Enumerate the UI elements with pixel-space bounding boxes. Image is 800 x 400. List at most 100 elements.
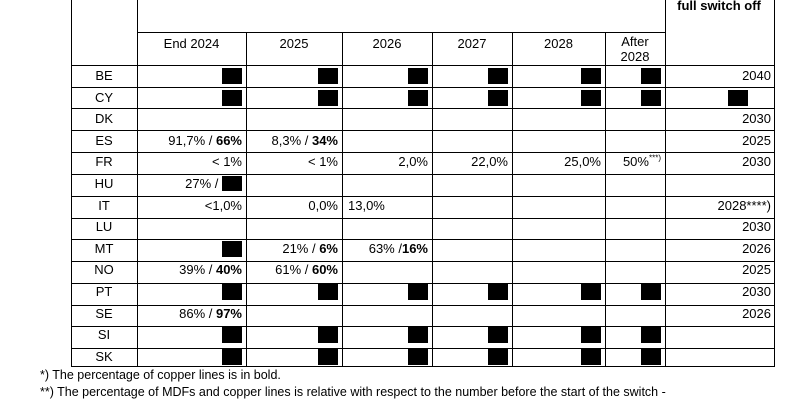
redacted-block (641, 349, 661, 365)
redacted-block (641, 327, 661, 343)
row-code: MT (94, 241, 114, 256)
switch-off-year: 2028****) (717, 198, 772, 213)
row-code: SK (95, 349, 113, 364)
table-cell: 8,3% / 34% (271, 133, 339, 148)
grid-vline (342, 32, 343, 366)
redacted-block (641, 90, 661, 106)
row-code: HU (94, 176, 114, 191)
redacted-block (318, 349, 338, 365)
grid-hline (71, 65, 775, 66)
redacted-block (222, 349, 242, 365)
redacted-block (408, 68, 428, 84)
row-code: FR (95, 154, 113, 169)
grid-hline (71, 239, 775, 240)
redacted-block (581, 90, 601, 106)
redacted-block (222, 90, 242, 106)
grid-hline (71, 305, 775, 306)
row-code: LU (95, 219, 113, 234)
row-code: CY (94, 90, 114, 105)
table-cell: < 1% (212, 154, 242, 169)
grid-hline (71, 130, 775, 131)
grid-hline (137, 32, 666, 33)
row-code: PT (95, 284, 113, 299)
header-col-2: 2026 (372, 36, 402, 51)
redacted-block (488, 68, 508, 84)
redacted-block (488, 327, 508, 343)
switch-off-year: 2030 (742, 154, 771, 169)
redacted-block (581, 284, 601, 300)
table-cell: 61% / 60% (275, 262, 338, 277)
table-cell: 25,0% (564, 154, 601, 169)
table-cell: 63% /16% (368, 241, 428, 256)
switch-off-year: 2025 (742, 262, 771, 277)
redacted-block (408, 284, 428, 300)
header-col-4: 2028 (544, 36, 573, 51)
grid-hline (71, 348, 775, 349)
table-cell: 22,0% (471, 154, 508, 169)
row-code: IT (98, 198, 110, 213)
row-code: NO (94, 262, 114, 277)
redacted-block (408, 349, 428, 365)
redacted-block (641, 68, 661, 84)
redacted-block (581, 349, 601, 365)
redacted-block (488, 349, 508, 365)
redacted-block (222, 68, 242, 84)
header-col-5: After 2028 (620, 34, 650, 64)
switch-off-year: 2030 (742, 111, 771, 126)
redacted-block (222, 284, 242, 300)
grid-vline (774, 0, 775, 366)
grid-hline (71, 261, 775, 262)
footnote-2: **) The percentage of MDFs and copper li… (40, 385, 666, 399)
header-col-0: End 2024 (163, 36, 220, 51)
grid-vline (432, 32, 433, 366)
redacted-block (318, 90, 338, 106)
switch-off-year: 2030 (742, 284, 771, 299)
redacted-block (641, 284, 661, 300)
header-full-switch-off: full switch off (677, 0, 761, 13)
row-code: BE (95, 68, 113, 83)
grid-hline (71, 218, 775, 219)
table-cell: 86% / 97% (179, 306, 242, 321)
redacted-block (581, 327, 601, 343)
table-cell: 13,0% (348, 198, 385, 213)
redacted-block (581, 68, 601, 84)
grid-hline (71, 196, 775, 197)
switch-off-year: 2026 (742, 241, 771, 256)
row-code: ES (95, 133, 113, 148)
switch-off-year: 2026 (742, 306, 771, 321)
redacted-block (222, 241, 242, 257)
redacted-block (222, 176, 242, 191)
table-cell: 50%***) (622, 153, 661, 169)
redacted-block (408, 327, 428, 343)
grid-vline (605, 32, 606, 366)
switch-off-year: 2030 (742, 219, 771, 234)
redacted-block (318, 68, 338, 84)
table-cell: < 1% (308, 154, 338, 169)
row-code: DK (94, 111, 114, 126)
redacted-block (488, 284, 508, 300)
table-cell: 2,0% (398, 154, 428, 169)
grid-hline (71, 87, 775, 88)
grid-hline (71, 108, 775, 109)
redacted-block (222, 327, 242, 343)
redacted-block (318, 284, 338, 300)
table-cell: 21% / 6% (282, 241, 338, 256)
grid-hline (71, 326, 775, 327)
country-table: full switch off End 2024 2025 2026 2027 2028 A… (71, 0, 775, 367)
grid-hline (71, 152, 775, 153)
grid-vline (665, 0, 666, 366)
table-cell: 39% / 40% (179, 262, 242, 277)
header-col-3: 2027 (457, 36, 487, 51)
redacted-block (488, 90, 508, 106)
grid-vline (246, 32, 247, 366)
footnote-1: *) The percentage of copper lines is in … (40, 368, 281, 382)
grid-vline (137, 0, 138, 366)
grid-hline (71, 366, 775, 367)
redacted-block (728, 90, 748, 106)
grid-vline (71, 0, 72, 366)
table-cell: <1,0% (204, 198, 242, 213)
table-cell: 27% / (137, 173, 242, 194)
table-cell: 91,7% / 66% (168, 133, 242, 148)
redacted-block (318, 327, 338, 343)
redacted-block (408, 90, 428, 106)
